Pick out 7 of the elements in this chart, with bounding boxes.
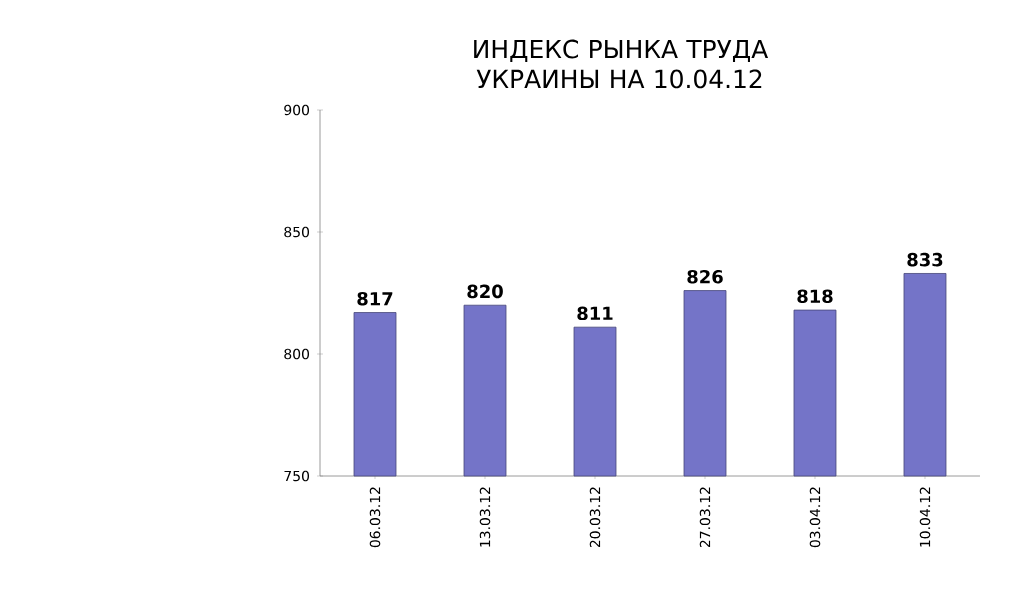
data-label: 817	[357, 291, 393, 306]
data-label: 818	[797, 289, 833, 304]
data-label: 811	[577, 306, 613, 321]
data-label: 820	[467, 284, 503, 299]
data-label: 833	[907, 252, 943, 267]
data-label: 826	[687, 269, 723, 284]
chart-title: ИНДЕКС РЫНКА ТРУДА УКРАИНЫ НА 10.04.12	[474, 39, 769, 89]
